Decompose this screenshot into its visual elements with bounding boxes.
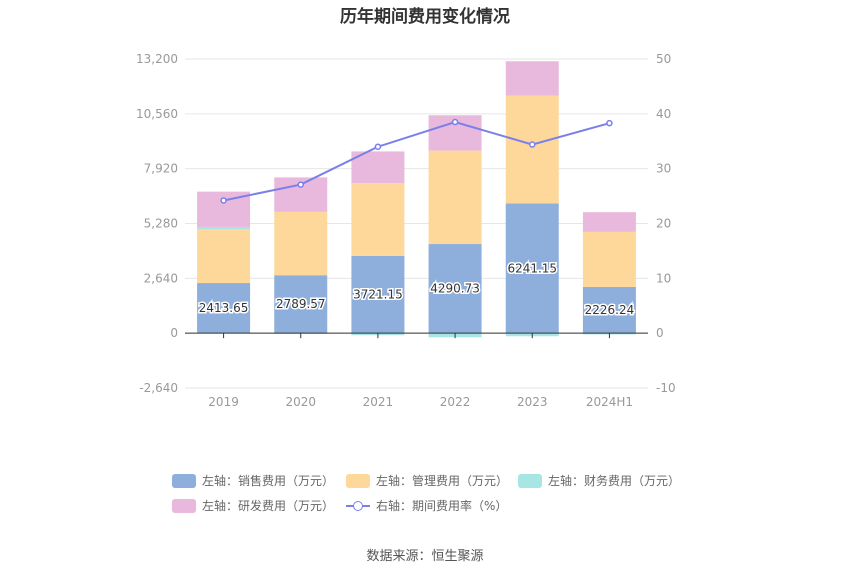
y-right-tick-label: 20	[656, 217, 671, 231]
legend-item[interactable]: 左轴：销售费用（万元）	[172, 472, 334, 489]
bar-admin-2020	[274, 211, 328, 276]
bar-admin-2023	[505, 95, 559, 204]
y-left-tick-label: 5,280	[144, 217, 178, 231]
x-tick-label: 2019	[208, 395, 239, 409]
rate-line-path	[223, 121, 610, 202]
legend-label: 左轴：研发费用（万元）	[202, 499, 335, 513]
y-left-tick-label: -2,640	[139, 381, 178, 395]
x-tick-label: 2020	[285, 395, 316, 409]
y-right-tick-label: 50	[656, 52, 671, 66]
sales-data-label: 4290.73	[430, 282, 480, 296]
sales-data-label: 2413.65	[199, 301, 249, 315]
legend-item[interactable]: 右轴：期间费用率（%）	[346, 497, 507, 514]
legend-label: 右轴：期间费用率（%）	[376, 499, 508, 513]
x-tick-label: 2021	[363, 395, 394, 409]
rate-point-2023	[529, 141, 536, 148]
bar-finance-2019	[197, 226, 251, 230]
rate-point-2021	[374, 143, 382, 150]
y-right-tick-label: 10	[656, 271, 671, 285]
legend-swatch	[172, 473, 196, 488]
y-left-tick-label: 2,640	[144, 271, 178, 285]
axes: 13,200 10,560 7,920 5,280 2,640 0 -2,640 50 40 30…	[136, 52, 676, 409]
x-tick-label: 2024H1	[586, 395, 633, 409]
bar-admin-2021	[351, 183, 405, 256]
bar-sales-2023	[505, 203, 559, 334]
data-source: 数据来源：恒生聚源	[366, 549, 484, 564]
bar-sales-2019	[197, 283, 251, 334]
rate-point-2024H1	[606, 119, 613, 127]
y-left-tick-label: 13,200	[136, 52, 178, 66]
bar-rnd-2024H1	[582, 212, 636, 232]
x-tick-label: 2023	[517, 395, 548, 409]
y-left-tick-label: 0	[170, 326, 178, 340]
sales-data-label: 2226.24	[585, 303, 635, 317]
rate-line	[220, 118, 613, 204]
chart-title: 历年期间费用变化情况	[340, 7, 510, 27]
legend-swatch	[518, 473, 542, 488]
legend-swatch	[346, 499, 370, 513]
y-left-tick-label: 10,560	[136, 107, 178, 121]
y-right-tick-label: -10	[656, 381, 676, 395]
legend-label: 左轴：财务费用（万元）	[548, 474, 681, 488]
y-right-tick-label: 0	[656, 326, 664, 340]
sales-data-label: 6241.15	[507, 261, 557, 275]
sales-data-label: 2789.57	[276, 297, 326, 311]
rate-point-2019	[220, 197, 227, 204]
bar-rnd-2023	[505, 61, 559, 96]
sales-data-label: 3721.15	[353, 288, 403, 302]
legend-swatch	[346, 473, 370, 488]
bar-admin-2022	[428, 150, 482, 245]
y-left-tick-label: 7,920	[144, 162, 178, 176]
legend-item[interactable]: 左轴：研发费用（万元）	[172, 497, 334, 514]
bar-sales-2020	[274, 275, 328, 334]
legend-item[interactable]: 左轴：财务费用（万元）	[518, 472, 680, 489]
legend-label: 左轴：销售费用（万元）	[202, 474, 335, 488]
bar-admin-2019	[197, 229, 251, 284]
rate-point-2020	[297, 181, 304, 188]
bar-sales-2021	[351, 255, 405, 334]
grid-lines	[185, 58, 648, 389]
bar-admin-2024H1	[582, 231, 636, 287]
data-labels: 2413.65 2789.57 3721.15 4290.73 6241.15 2226.…	[197, 260, 635, 319]
rate-point-2022	[451, 118, 459, 126]
x-tick-label: 2022	[440, 395, 471, 409]
legend-label: 左轴：管理费用（万元）	[376, 474, 509, 488]
bar-sales-2022	[428, 244, 482, 334]
y-right-tick-label: 40	[656, 107, 671, 121]
legend-item[interactable]: 左轴：管理费用（万元）	[346, 472, 508, 489]
chart-plot: 13,200 10,560 7,920 5,280 2,640 0 -2,640 50 40 30…	[136, 52, 676, 409]
bar-rnd-2021	[351, 151, 405, 184]
bars	[197, 61, 636, 338]
bar-sales-2024H1	[582, 286, 636, 334]
y-right-tick-label: 30	[656, 162, 671, 176]
legend-swatch	[172, 498, 196, 513]
